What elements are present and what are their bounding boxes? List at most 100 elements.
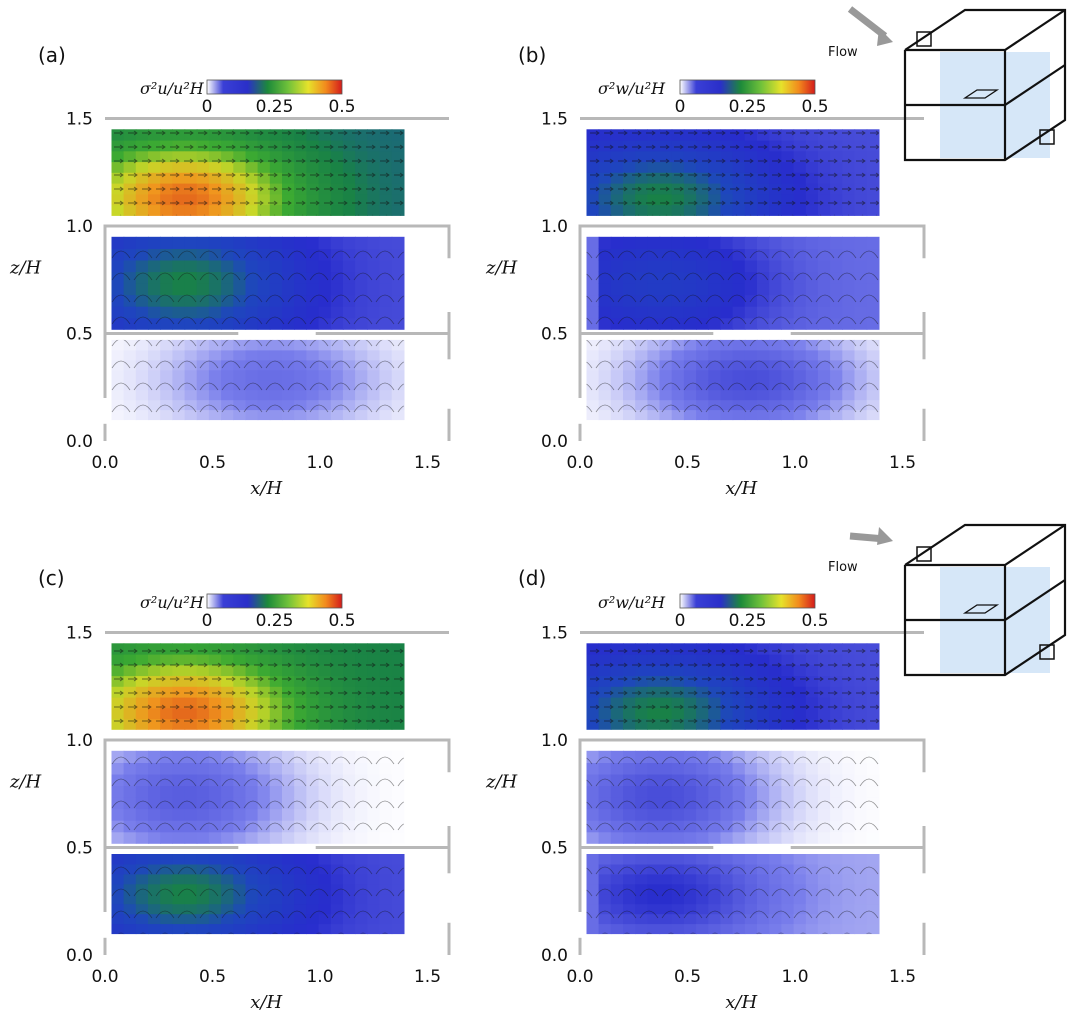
x-tick-label: 1.0: [306, 967, 333, 987]
window-opening: [1039, 129, 1055, 145]
colorbar-tick: 0.25: [256, 611, 294, 631]
region-middle: [586, 236, 880, 330]
colorbar-gradient: [206, 79, 343, 95]
y-tick-label: 0.0: [66, 432, 93, 452]
building-edge: [905, 64, 1066, 107]
colorbar-tick: 0.25: [256, 97, 294, 117]
axes: 0.0 0.5 1.0 1.5 0.0 0.5 1.0 1.5 x/H z/H: [485, 624, 916, 1013]
building-edge: [905, 579, 1066, 622]
x-axis-label: x/H: [725, 992, 757, 1013]
building-walls: [578, 631, 926, 955]
y-tick-label: 0.0: [541, 946, 568, 966]
x-tick-label: 1.5: [889, 967, 916, 987]
colorbar: σ²w/u²H 0 0.25 0.5: [598, 79, 829, 117]
y-tick-label: 0.5: [66, 839, 93, 859]
building-edge: [903, 8, 1067, 162]
colorbar-tick: 0: [675, 611, 686, 631]
building-walls: [103, 631, 451, 955]
building-walls: [578, 117, 926, 441]
x-tick-label: 0.0: [91, 453, 118, 473]
floor-opening: [962, 89, 1000, 99]
y-axis-label: z/H: [485, 257, 518, 278]
y-tick-label: 0.0: [66, 946, 93, 966]
building-edge: [905, 524, 1066, 567]
panel-3: 0.0 0.5 1.0 1.5 0.0 0.5 1.0 1.5 x/H z/H (d) σ²w/u²H…: [485, 566, 926, 1013]
streamlines: [586, 339, 879, 420]
streamlines: [586, 643, 879, 730]
wall-segment: [578, 738, 926, 912]
y-tick-label: 1.5: [541, 110, 568, 130]
streamlines: [111, 750, 404, 844]
y-tick-label: 0.0: [541, 432, 568, 452]
region-lower: [111, 853, 405, 935]
colorbar-tick: 0: [202, 97, 213, 117]
y-tick-label: 0.5: [66, 325, 93, 345]
x-axis-label: x/H: [725, 478, 757, 499]
colorbar-gradient: [679, 79, 816, 95]
y-tick-label: 1.0: [541, 217, 568, 237]
colorbar: σ²w/u²H 0 0.25 0.5: [598, 593, 829, 631]
y-tick-label: 1.0: [66, 731, 93, 751]
y-axis-label: z/H: [9, 771, 42, 792]
region-lower: [111, 339, 405, 421]
region-lower: [586, 339, 880, 421]
building-edge: [905, 9, 1066, 52]
streamlines: [111, 339, 404, 420]
window-opening: [916, 546, 932, 562]
streamlines: [111, 643, 404, 730]
y-tick-label: 1.5: [66, 110, 93, 130]
region-middle: [586, 750, 880, 844]
colorbar-tick: 0.5: [801, 97, 828, 117]
panel-label: (a): [38, 43, 66, 67]
region-lower: [586, 853, 880, 935]
x-tick-label: 1.5: [889, 453, 916, 473]
x-tick-label: 0.5: [674, 453, 701, 473]
colorbar-tick: 0.25: [729, 611, 767, 631]
x-tick-label: 1.0: [781, 967, 808, 987]
region-upper: [111, 129, 405, 216]
region-upper: [586, 643, 880, 730]
y-axis-label: z/H: [9, 257, 42, 278]
colorbar-tick: 0.5: [801, 611, 828, 631]
colorbar-label: σ²u/u²H: [140, 79, 205, 98]
axes: 0.0 0.5 1.0 1.5 0.0 0.5 1.0 1.5 x/H z/H: [485, 110, 916, 500]
region-upper: [111, 643, 405, 730]
colorbar-tick: 0: [675, 97, 686, 117]
colorbar-tick: 0: [202, 611, 213, 631]
building-edge: [903, 523, 1067, 677]
panel-label: (d): [518, 566, 546, 590]
x-tick-label: 1.5: [414, 453, 441, 473]
flow-label: Flow: [828, 45, 858, 60]
inset-top: Flow: [828, 6, 1067, 162]
streamlines: [586, 129, 879, 216]
streamlines: [586, 236, 879, 330]
flow-arrow-head: [877, 28, 893, 46]
building-walls: [103, 117, 451, 441]
flow-arrow-head: [877, 527, 893, 545]
colorbar-gradient: [206, 593, 343, 609]
axes: 0.0 0.5 1.0 1.5 0.0 0.5 1.0 1.5 x/H z/H: [9, 624, 441, 1013]
streamlines: [586, 853, 879, 934]
x-tick-label: 0.5: [199, 967, 226, 987]
y-tick-label: 1.5: [66, 624, 93, 644]
x-tick-label: 1.0: [306, 453, 333, 473]
window-opening: [1039, 644, 1055, 660]
x-tick-label: 1.5: [414, 967, 441, 987]
y-axis-label: z/H: [485, 771, 518, 792]
x-tick-label: 0.0: [566, 453, 593, 473]
x-tick-label: 0.5: [674, 967, 701, 987]
y-tick-label: 1.5: [541, 624, 568, 644]
x-axis-label: x/H: [250, 478, 282, 499]
panel-label: (b): [518, 43, 546, 67]
flow-label: Flow: [828, 560, 858, 575]
colorbar-label: σ²w/u²H: [598, 79, 666, 98]
colorbar-gradient: [679, 593, 816, 609]
axes: 0.0 0.5 1.0 1.5 0.0 0.5 1.0 1.5 x/H z/H: [9, 110, 441, 500]
streamlines: [111, 129, 404, 216]
window-opening: [916, 31, 932, 47]
wall-segment: [578, 224, 926, 398]
inset-bottom: Flow: [828, 523, 1067, 677]
colorbar-label: σ²w/u²H: [598, 593, 666, 612]
